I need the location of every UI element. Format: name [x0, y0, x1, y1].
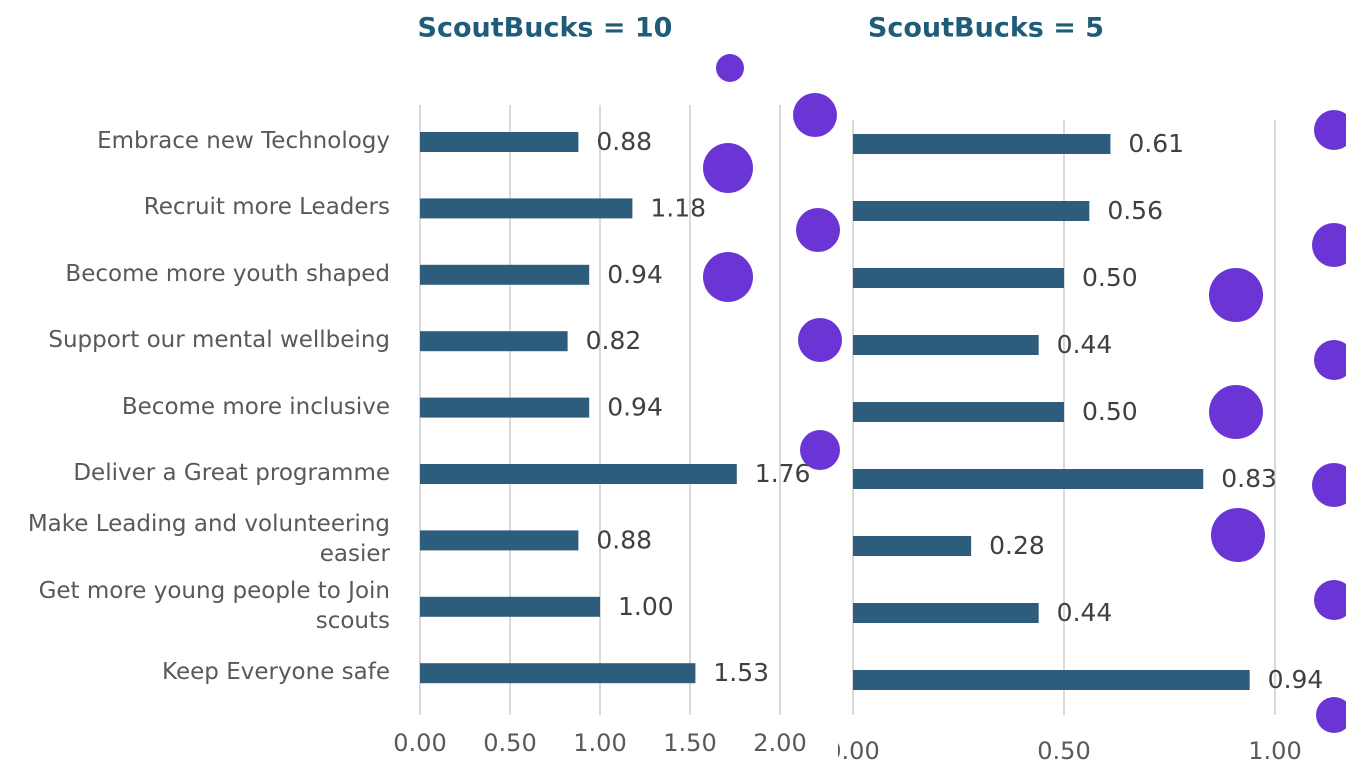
y-tick-label: Become more inclusive	[0, 393, 390, 423]
value-label: 0.56	[1107, 196, 1163, 225]
bar	[420, 398, 589, 418]
value-label: 0.44	[1057, 330, 1113, 359]
value-label: 0.94	[1268, 665, 1324, 694]
value-label: 0.28	[989, 531, 1045, 560]
bar	[853, 469, 1203, 489]
bar	[853, 201, 1089, 221]
bar	[853, 134, 1110, 154]
value-label: 1.18	[650, 193, 706, 222]
value-label: 0.61	[1128, 129, 1184, 158]
chart-title: ScoutBucks = 10	[418, 13, 673, 44]
bar	[853, 268, 1064, 288]
value-label: 0.44	[1057, 598, 1113, 627]
bar	[853, 603, 1039, 623]
x-tick-label: 0.50	[1037, 737, 1090, 764]
value-label: 1.00	[618, 592, 674, 621]
y-tick-label: Embrace new Technology	[0, 127, 390, 157]
bar	[420, 663, 695, 683]
value-label: 1.53	[713, 658, 769, 687]
bar	[853, 670, 1250, 690]
decoration	[703, 54, 1346, 733]
x-tick-label: 1.00	[1248, 737, 1301, 764]
value-label: 0.50	[1082, 397, 1138, 426]
x-tick-label: 1.00	[573, 729, 626, 757]
y-tick-label: Deliver a Great programme	[0, 459, 390, 489]
value-label: 0.88	[596, 525, 652, 554]
y-tick-label: Become more youth shaped	[0, 260, 390, 290]
value-label: 0.94	[607, 260, 663, 289]
bar	[420, 265, 589, 285]
value-label: 0.50	[1082, 263, 1138, 292]
bar	[853, 335, 1039, 355]
x-tick-label: 0.00	[393, 729, 446, 757]
chart: 0.00 0.50 1.00 1.50 2.00 0.88 1.18 0.94 0.82 0.94…	[0, 0, 1346, 764]
value-label: 0.94	[607, 393, 663, 422]
bar	[420, 597, 600, 617]
bar	[420, 198, 632, 218]
x-tick-label: 0.50	[483, 729, 536, 757]
chart-title: ScoutBucks = 5	[868, 13, 1104, 44]
bar	[420, 530, 578, 550]
x-tick-label: 0.00	[826, 737, 879, 764]
value-label: 0.83	[1221, 464, 1277, 493]
bar	[420, 464, 737, 484]
page: 0.00 0.50 1.00 1.50 2.00 0.88 1.18 0.94 0.82 0.94…	[0, 0, 1346, 764]
panel-left: 0.00 0.50 1.00 1.50 2.00 0.88 1.18 0.94 0.82 0.94…	[393, 105, 810, 757]
y-tick-label: Keep Everyone safe	[0, 658, 390, 688]
y-tick-label: Support our mental wellbeing	[0, 326, 390, 356]
value-label: 1.76	[755, 459, 811, 488]
value-label: 0.82	[586, 326, 642, 355]
value-label: 0.88	[596, 127, 652, 156]
bar	[853, 402, 1064, 422]
x-tick-label: 1.50	[663, 729, 716, 757]
y-tick-label: Make Leading and volunteering easier	[0, 511, 390, 571]
y-tick-label: Recruit more Leaders	[0, 193, 390, 223]
panel-right: 0.00 0.50 1.00 0.61 0.56 0.50 0.44 0.50 0.83 0.28…	[826, 120, 1323, 764]
bar	[420, 331, 568, 351]
bar	[420, 132, 578, 152]
bar	[853, 536, 971, 556]
x-tick-label: 2.00	[753, 729, 806, 757]
y-tick-label: Get more young people to Join scouts	[0, 577, 390, 637]
